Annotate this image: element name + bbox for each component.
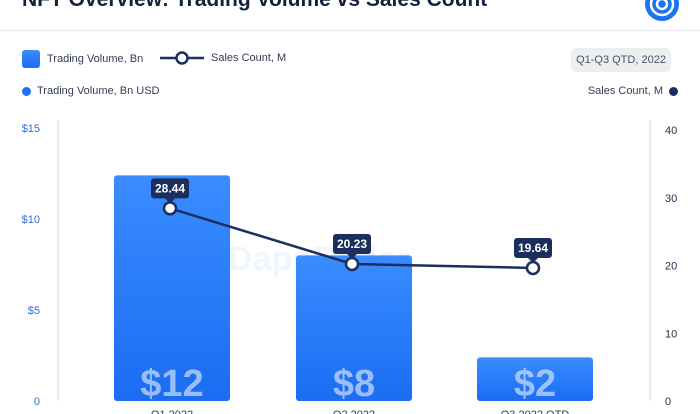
dappradar-logo-icon <box>645 0 679 21</box>
x-tick-label: Q3 2022 QTD <box>501 409 570 414</box>
sales-value-label: 28.44 <box>155 181 185 195</box>
bar-value-label: $2 <box>514 363 556 405</box>
sales-value-label: 19.64 <box>518 241 548 255</box>
left-tick-label: $15 <box>22 123 40 135</box>
volume-bar <box>296 255 412 401</box>
legend-item-volume[interactable]: Trading Volume, Bn <box>22 50 143 68</box>
left-tick-label: $10 <box>22 214 40 226</box>
sales-value-label: 20.23 <box>337 237 367 251</box>
sales-label-box <box>151 178 189 199</box>
sales-label-box <box>333 233 371 254</box>
right-tick-label: 0 <box>665 396 671 408</box>
right-tick-label: 40 <box>665 125 677 137</box>
right-axis-title: Sales Count, M <box>588 85 678 97</box>
right-axis-title-text: Sales Count, M <box>587 85 663 97</box>
sales-label-pointer <box>347 253 357 259</box>
combo-chart: DappRadar $15$10$50403020100Q1 2022Q2 20… <box>22 120 677 414</box>
period-badge: Q1-Q3 QTD, 2022 <box>571 48 671 72</box>
legend-label-volume: Trading Volume, Bn <box>47 53 144 65</box>
sales-point <box>344 256 360 272</box>
line-swatch-icon <box>160 51 204 65</box>
left-tick-label: 0 <box>34 396 40 408</box>
x-tick-label: Q2 2022 <box>333 409 375 414</box>
legend-item-sales[interactable]: Sales Count, M <box>160 50 286 66</box>
left-axis-title-text: Trading Volume, Bn USD <box>37 85 160 97</box>
bar-swatch-icon <box>22 50 40 68</box>
left-tick-label: $5 <box>28 305 40 317</box>
bar-value-label: $8 <box>333 363 375 405</box>
right-axis-dot-icon <box>669 86 678 96</box>
sales-label-pointer <box>165 198 175 204</box>
right-tick-label: 20 <box>665 261 677 273</box>
left-axis-title: Trading Volume, Bn USD <box>22 85 159 97</box>
legend-label-sales: Sales Count, M <box>211 52 287 64</box>
bar-value-label: $12 <box>140 363 203 405</box>
sales-point <box>525 260 541 276</box>
volume-bar <box>477 357 593 401</box>
sales-point <box>162 201 178 216</box>
chart-title: NFT Overview: Trading Volume vs Sales Co… <box>22 0 487 12</box>
sales-label-box <box>514 237 552 258</box>
right-tick-label: 10 <box>665 328 677 340</box>
right-tick-label: 30 <box>665 193 677 205</box>
x-tick-label: Q1 2022 <box>151 409 193 414</box>
volume-bar <box>114 175 230 401</box>
header-divider <box>0 30 700 31</box>
left-axis-dot-icon <box>22 86 31 96</box>
sales-label-pointer <box>528 257 538 263</box>
